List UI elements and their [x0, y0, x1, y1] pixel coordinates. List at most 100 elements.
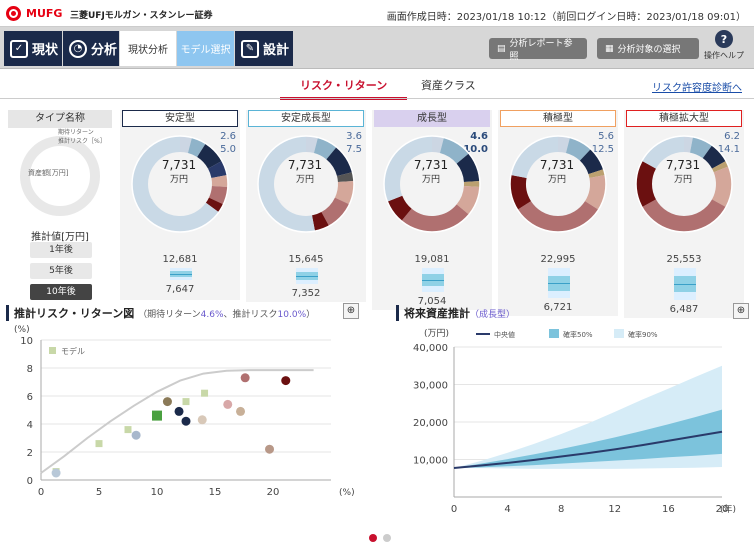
card-range-bar	[422, 268, 444, 292]
card-lower-estimate: 6,487	[669, 304, 699, 315]
nav-sekkei-label: 設計	[263, 43, 290, 58]
year-10-button[interactable]: 10年後	[30, 284, 92, 300]
model-point	[124, 426, 132, 434]
x-tick-label: 15	[209, 487, 222, 498]
donut-segment	[258, 136, 315, 232]
tab-asset-class[interactable]: 資産クラス	[421, 79, 476, 92]
donut-segment	[711, 166, 732, 208]
card-return: 5.6	[598, 131, 614, 142]
model-point	[182, 398, 190, 406]
donut-outline	[509, 135, 607, 233]
nav-sekkei-button[interactable]: ✎ 設計	[235, 31, 293, 66]
asset-point	[131, 430, 141, 440]
x-tick-label: 5	[96, 487, 102, 498]
card-title: 成長型	[374, 110, 490, 127]
future-title: 将来資産推計（成長型）	[396, 305, 515, 321]
card-risk: 10.0	[463, 144, 488, 155]
legend-label: モデル	[61, 346, 85, 356]
asset-point	[197, 415, 207, 425]
card-return-risk: 2.6 5.0	[220, 130, 236, 156]
sub-tabs: リスク・リターン 資産クラス リスク許容度診断へ	[0, 71, 754, 100]
donut-segment	[187, 137, 206, 158]
future-title-text: 将来資産推計	[404, 307, 470, 320]
zoom-icon[interactable]: ⊕	[343, 303, 359, 319]
nav-genjo-button[interactable]: ✓ 現状	[4, 31, 62, 66]
asset-point	[223, 399, 233, 409]
y-unit: (%)	[14, 325, 30, 335]
allocation-donut	[383, 135, 481, 233]
card-range-median	[674, 284, 696, 285]
tab-risk-return[interactable]: リスク・リターン	[280, 77, 408, 100]
target-button[interactable]: ▦ 分析対象の選択	[597, 38, 699, 59]
donut-segment	[387, 195, 412, 221]
card-asset-value: 7,731	[287, 158, 323, 172]
donut-segment	[321, 197, 350, 227]
report-button[interactable]: ▤ 分析レポート参照	[489, 38, 587, 62]
card-asset-unit: 万円	[421, 175, 440, 185]
band-50	[454, 409, 722, 469]
card-return-risk: 3.6 7.5	[346, 130, 362, 156]
estimate-label: 推計値[万円]	[31, 232, 89, 243]
donut-segment	[641, 199, 727, 232]
card-asset-unit: 万円	[673, 175, 692, 185]
year-1-button[interactable]: 1年後	[30, 242, 92, 258]
nav-bunseki-button[interactable]: ◔ 分析	[63, 31, 119, 66]
nav-bunseki-label: 分析	[91, 43, 118, 58]
model-card[interactable]: 安定型 2.6 5.0 7,731 万円 12,681 7,647	[120, 110, 240, 300]
card-range-median	[548, 283, 570, 284]
future-subtitle: （成長型）	[470, 310, 516, 320]
tab-genjo-bunseki[interactable]: 現状分析	[120, 31, 176, 66]
donut-segment	[510, 136, 559, 179]
created-date: 画面作成日時：2023/01/18 10:12（前回ログイン日時：2023/01…	[386, 12, 746, 23]
allocation-donut	[131, 135, 229, 233]
donut-segment	[208, 185, 228, 205]
divider	[0, 98, 754, 99]
card-range-bar	[674, 268, 696, 300]
card-asset-value: 7,731	[665, 158, 701, 172]
risk-tolerance-link[interactable]: リスク許容度診断へ	[652, 83, 742, 94]
donut-segment	[510, 175, 532, 210]
donut-segment	[641, 136, 685, 169]
y-tick-label: 40,000	[413, 343, 448, 354]
donut-segment	[439, 137, 469, 164]
model-card[interactable]: 成長型 4.6 10.0 7,731 万円 19,081 7,054	[372, 110, 492, 310]
card-upper-estimate: 22,995	[540, 254, 576, 265]
card-return-risk: 5.6 12.5	[592, 130, 614, 156]
future-asset-chart: 10,000 20,000 30,000 40,000 0 4 8 12 16 20 (万円) (年)…	[413, 328, 736, 515]
asset-point	[265, 444, 275, 454]
x-tick-label: 4	[504, 504, 510, 515]
donut-segment	[211, 175, 228, 188]
donut-segment	[384, 136, 433, 202]
year-5-button[interactable]: 5年後	[30, 263, 92, 279]
target-label: 分析対象の選択	[617, 45, 681, 55]
page-dot-2[interactable]	[383, 534, 391, 542]
card-asset-value: 7,731	[161, 158, 197, 172]
donut-segment	[702, 145, 727, 169]
card-asset-unit: 万円	[169, 175, 188, 185]
y-tick-label: 6	[27, 392, 33, 403]
allocation-donut	[257, 135, 355, 233]
asset-point	[51, 468, 61, 478]
card-return-risk: 6.2 14.1	[718, 130, 740, 156]
tab-model-sentaku[interactable]: モデル選択	[177, 31, 234, 66]
help-button[interactable]: ? 操作ヘルプ	[704, 30, 744, 61]
donut-outline	[257, 135, 355, 233]
card-upper-estimate: 19,081	[414, 254, 450, 265]
donut-segment	[132, 136, 219, 232]
zoom-icon-2[interactable]: ⊕	[733, 303, 749, 319]
model-card[interactable]: 安定成長型 3.6 7.5 7,731 万円 15,645 7,352	[246, 110, 366, 302]
model-card[interactable]: 積極型 5.6 12.5 7,731 万円 22,995 6,721	[498, 110, 618, 316]
card-lower-estimate: 7,352	[291, 288, 321, 299]
page-dot-1[interactable]	[369, 534, 377, 542]
legend-asset-label: 資産額[万円]	[28, 169, 69, 177]
model-card[interactable]: 積極拡大型 6.2 14.1 7,731 万円 25,553 6,487	[624, 110, 744, 318]
y-tick-label: 20,000	[413, 418, 448, 429]
x-tick-label: 0	[451, 504, 457, 515]
card-asset-value: 7,731	[539, 158, 575, 172]
donut-segment	[517, 200, 599, 232]
check-icon: ✓	[10, 39, 28, 58]
y-unit: (万円)	[424, 328, 449, 339]
card-range-bar	[296, 268, 318, 284]
legend-swatch	[49, 347, 56, 354]
y-tick-label: 8	[27, 364, 33, 375]
